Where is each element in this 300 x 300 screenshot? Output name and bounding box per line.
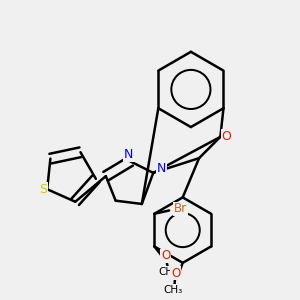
Text: Br: Br [174, 202, 187, 215]
Text: CH₃: CH₃ [163, 285, 182, 295]
Text: O: O [221, 130, 231, 143]
Text: O: O [161, 249, 170, 262]
Text: N: N [157, 162, 166, 176]
Text: O: O [171, 267, 180, 280]
Text: N: N [124, 148, 134, 161]
Text: S: S [39, 183, 47, 196]
Text: CH₃: CH₃ [158, 267, 178, 277]
